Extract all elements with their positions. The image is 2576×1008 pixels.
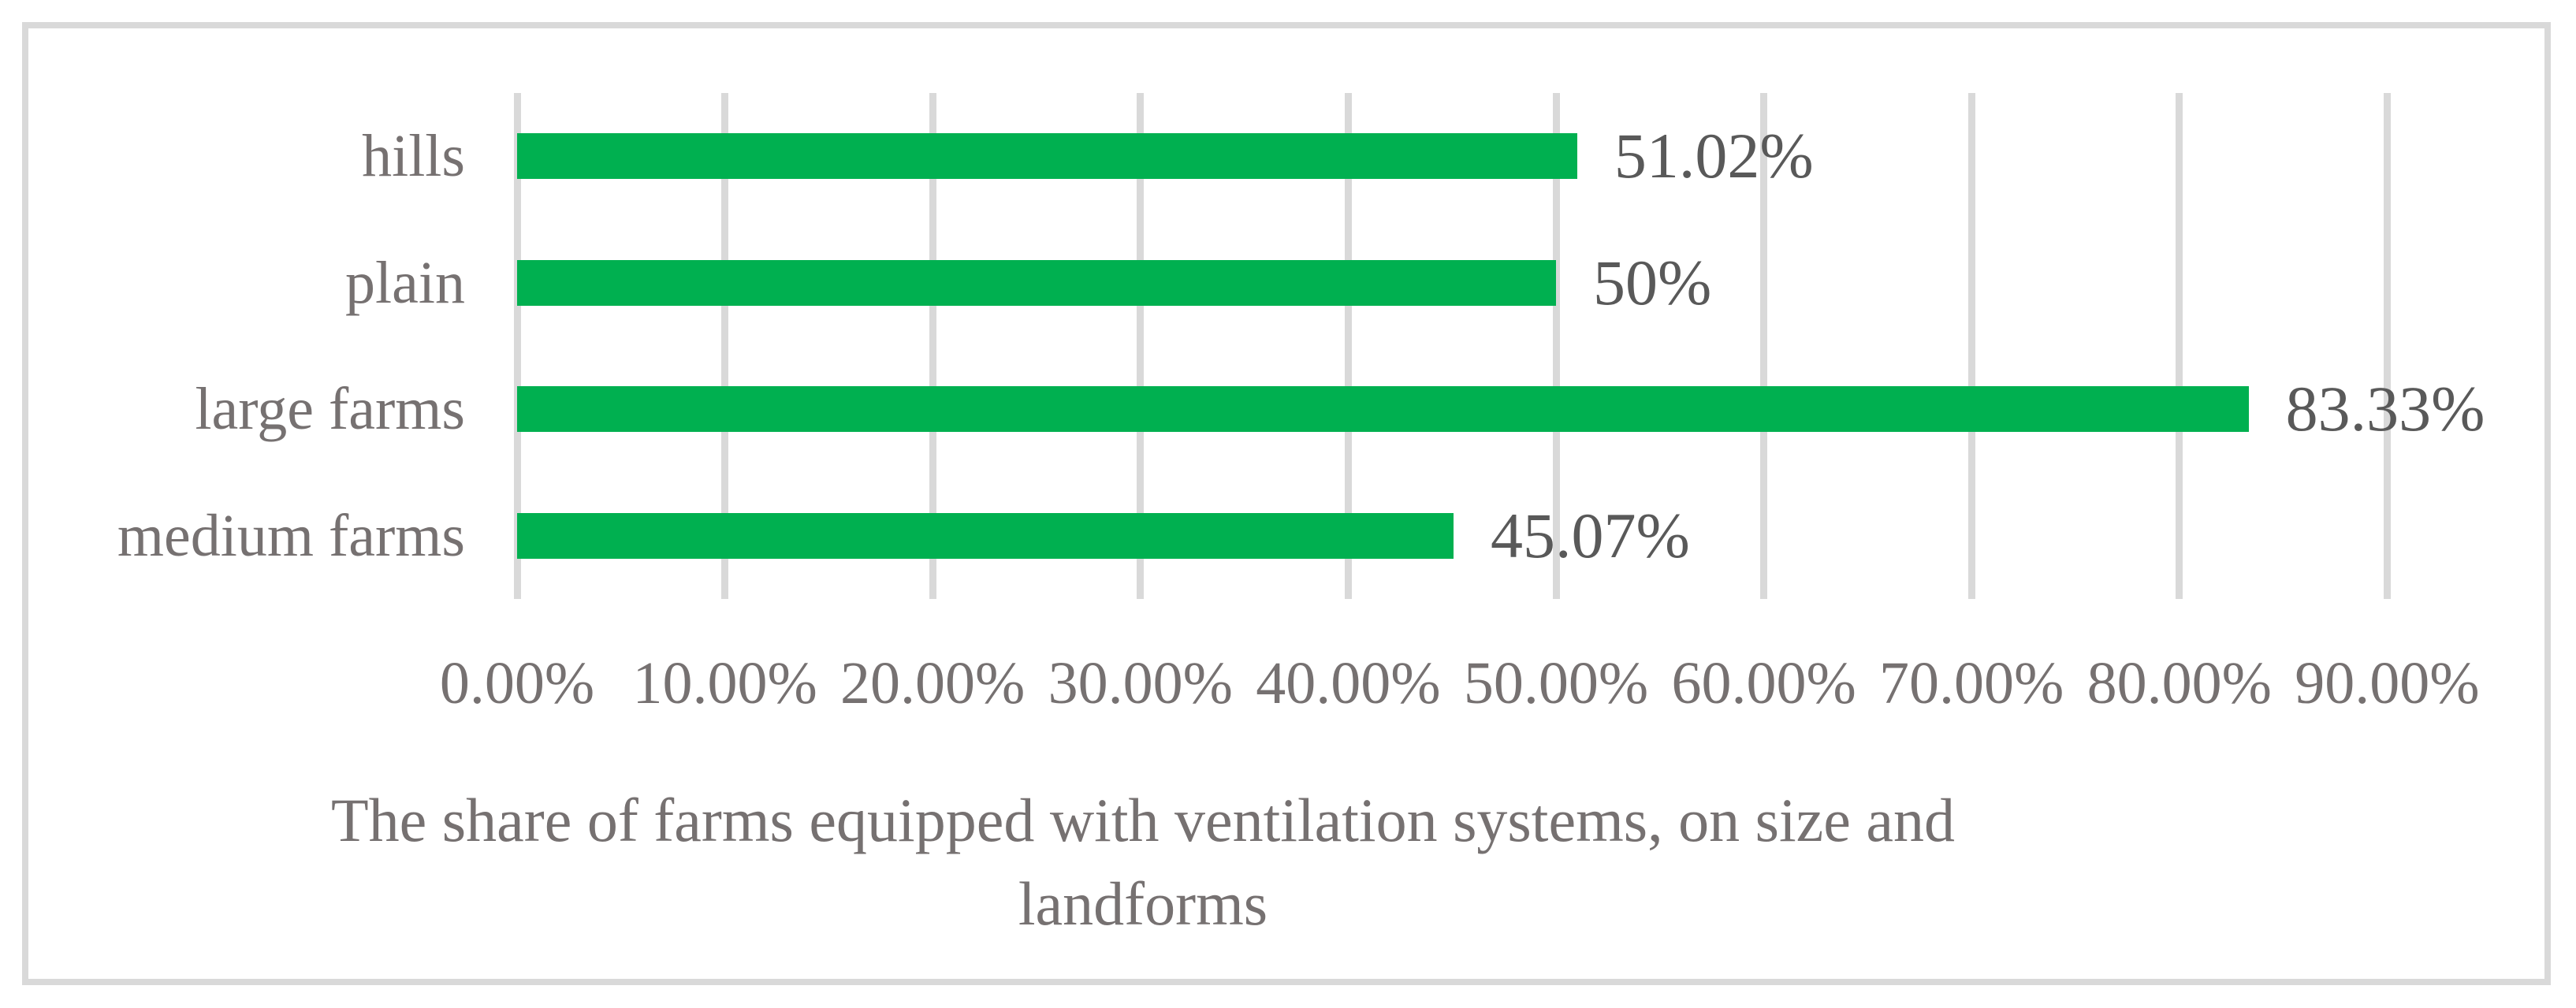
value-label-large-farms: 83.33% <box>2285 373 2485 445</box>
x-tick-label-60.00%: 60.00% <box>1671 650 1856 716</box>
x-tick-label-0.00%: 0.00% <box>439 650 595 716</box>
x-tick-label-30.00%: 30.00% <box>1048 650 1233 716</box>
chart-title-line-1: The share of farms equipped with ventila… <box>331 786 1955 854</box>
x-tick-label-90.00%: 90.00% <box>2295 650 2480 716</box>
gridline-70.00% <box>1967 93 1975 599</box>
value-label-medium-farms: 45.07% <box>1491 499 1690 571</box>
bar-medium-farms <box>517 512 1454 559</box>
category-label-hills: hills <box>362 123 465 190</box>
gridline-10.00% <box>721 93 729 599</box>
category-label-large-farms: large farms <box>195 376 465 443</box>
x-tick-label-10.00%: 10.00% <box>632 650 817 716</box>
chart-title: The share of farms equipped with ventila… <box>256 779 2030 946</box>
bar-plain <box>517 259 1556 306</box>
gridline-30.00% <box>1137 93 1145 599</box>
value-label-plain: 50% <box>1593 246 1712 318</box>
x-tick-label-80.00%: 80.00% <box>2086 650 2272 716</box>
bar-hills <box>517 133 1577 180</box>
chart-title-line-2: landforms <box>1018 869 1268 938</box>
category-label-plain: plain <box>345 249 465 316</box>
gridline-0.00% <box>513 93 521 599</box>
gridline-60.00% <box>1760 93 1768 599</box>
x-tick-label-70.00%: 70.00% <box>1879 650 2064 716</box>
chart-frame-border <box>22 22 2551 985</box>
gridline-80.00% <box>2176 93 2183 599</box>
gridline-20.00% <box>929 93 936 599</box>
x-tick-label-40.00%: 40.00% <box>1256 650 1441 716</box>
bar-large-farms <box>517 386 2249 433</box>
x-tick-label-20.00%: 20.00% <box>840 650 1026 716</box>
gridline-90.00% <box>2383 93 2391 599</box>
gridline-40.00% <box>1344 93 1352 599</box>
category-label-medium-farms: medium farms <box>117 502 465 569</box>
x-tick-label-50.00%: 50.00% <box>1463 650 1649 716</box>
gridline-50.00% <box>1552 93 1560 599</box>
value-label-hills: 51.02% <box>1614 120 1814 192</box>
